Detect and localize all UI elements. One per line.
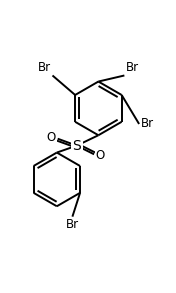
Text: Br: Br bbox=[141, 117, 154, 130]
Text: S: S bbox=[72, 139, 81, 153]
Text: O: O bbox=[47, 131, 56, 144]
Text: O: O bbox=[96, 149, 105, 162]
Text: Br: Br bbox=[126, 61, 139, 74]
Text: Br: Br bbox=[66, 218, 79, 231]
Text: Br: Br bbox=[38, 61, 51, 74]
